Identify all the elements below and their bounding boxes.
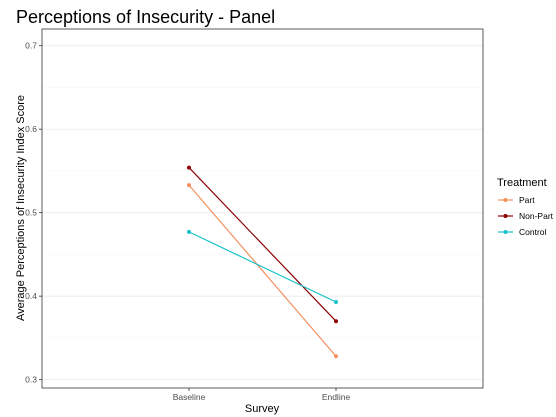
series-line-control	[188, 231, 337, 303]
series-line-non-part	[188, 167, 337, 322]
legend-key-point	[503, 198, 508, 202]
y-axis: 0.3 0.4 0.5 0.6 0.7	[25, 41, 42, 385]
legend-item-control: Control	[498, 227, 547, 237]
y-tick-label: 0.6	[25, 124, 37, 134]
data-point-control	[187, 229, 191, 234]
x-tick-label: Baseline	[173, 392, 206, 402]
x-axis-title: Survey	[245, 403, 280, 415]
y-tick-label: 0.7	[25, 41, 37, 51]
plot-border	[41, 28, 484, 389]
plot-background	[42, 29, 483, 388]
legend-key-point	[503, 214, 508, 218]
series-line-part	[188, 184, 337, 357]
legend-key-point	[503, 230, 508, 234]
legend-label: Part	[519, 195, 535, 205]
series-group	[187, 165, 338, 359]
data-point-non-part	[187, 165, 191, 170]
data-point-part	[334, 354, 338, 359]
legend-label: Non-Part	[519, 211, 554, 221]
y-axis-title: Average Perceptions of Insecurity Index …	[15, 95, 27, 321]
legend-label: Control	[519, 227, 547, 237]
y-tick-label: 0.5	[25, 208, 37, 218]
y-tick-label: 0.4	[25, 291, 37, 301]
legend-item-non-part: Non-Part	[498, 211, 554, 221]
y-tick-label: 0.3	[25, 375, 37, 385]
grid-lines	[42, 45, 483, 381]
plot-panel	[41, 28, 484, 389]
x-tick-label: Endline	[322, 392, 351, 402]
legend-title: Treatment	[497, 177, 547, 189]
legend-item-part: Part	[498, 195, 535, 205]
x-axis: Baseline Endline	[173, 388, 351, 402]
legend: Treatment Part Non-Part Control	[497, 177, 554, 237]
data-point-non-part	[334, 319, 338, 324]
chart-title: Perceptions of Insecurity - Panel	[16, 7, 275, 27]
data-point-control	[334, 300, 338, 305]
data-point-part	[187, 183, 191, 188]
